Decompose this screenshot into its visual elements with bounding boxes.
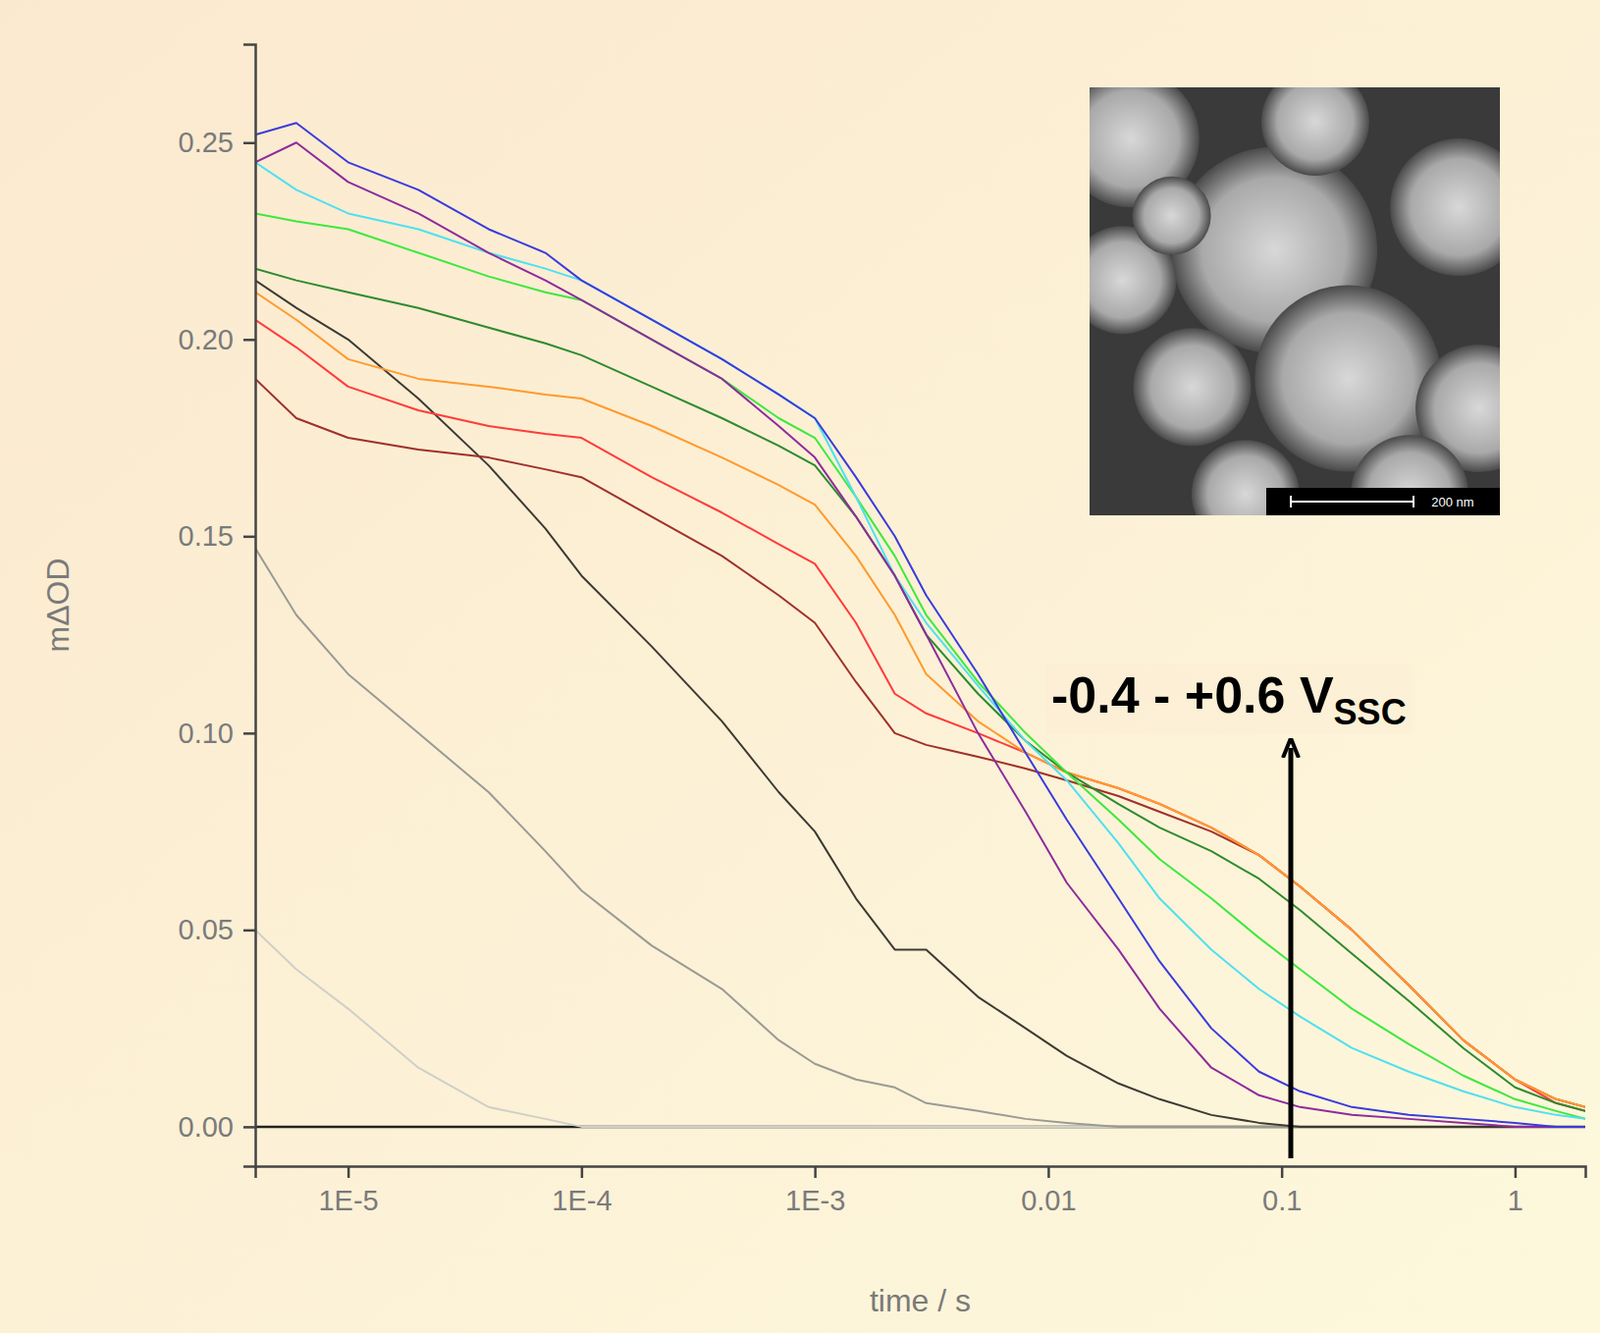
x-tick: 0.01 [1020,1166,1076,1217]
y-tick-label: 0.05 [178,913,234,946]
sem-inset: 200 nm [1062,67,1544,553]
y-tick-label: 0.15 [178,520,234,552]
series-line [255,161,1586,1120]
y-tick-mark [243,338,256,342]
inset-texture [1132,176,1212,256]
scale-bar-end [1289,495,1292,508]
annotation-ground [1045,664,1413,735]
scale-bar-end [1412,495,1415,508]
x-tick-label: 1 [1507,1184,1524,1217]
y-tick-label: 0.00 [178,1111,234,1143]
x-axis: 1E-5 1E-4 1E-3 0.01 0.1 1 [256,1166,1587,1217]
x-tick-label: 1E-3 [785,1184,846,1217]
x-tick-label: 1E-4 [551,1184,612,1217]
series-line [255,268,1586,1112]
y-axis-title: mΔOD [40,557,76,652]
x-tick: 0.1 [1262,1166,1302,1217]
x-tick-mark [347,1166,351,1178]
background [0,0,1600,1333]
x-axis-line [256,1167,1587,1179]
series-line [255,378,1586,1108]
annotation: -0.4 - +0.6 VSSC [1051,666,1407,733]
inset-texture [1261,87,1370,176]
y-tick-label: 0.20 [178,323,234,356]
x-tick-mark [813,1166,817,1178]
inset-texture [1133,327,1252,446]
y-tick-mark [243,535,256,539]
series-line [255,213,1586,1119]
x-tick: 1E-5 [318,1166,378,1217]
y-tick-label: 0.25 [178,126,234,159]
y-tick-mark [243,732,256,736]
scale-bar-ground [1266,487,1500,516]
y-axis-line [243,45,257,1168]
series-line [255,929,1586,1127]
y-tick-mark [243,929,256,933]
x-tick: 1E-4 [551,1166,612,1217]
x-tick-mark [581,1166,585,1178]
series-line [255,547,1586,1127]
x-tick-mark [1280,1166,1284,1178]
y-tick-label: 0.10 [178,717,234,749]
chart: 1E-5 1E-4 1E-3 0.01 0.1 1 0.00 0.05 0.10 0.15 0.20… [0,0,1600,1333]
y-axis: 0.00 0.05 0.10 0.15 0.20 0.25 [178,45,257,1168]
y-tick: 0.05 [178,913,256,946]
annotation-text: -0.4 - +0.6 V [1051,666,1334,724]
annotation-arrow [1288,747,1294,1159]
y-tick: 0.00 [178,1111,256,1143]
x-tick: 1E-3 [785,1166,846,1217]
x-tick-label: 0.1 [1262,1184,1302,1217]
x-tick: 1 [1507,1166,1524,1217]
inset-texture [1389,138,1500,276]
y-tick: 0.25 [178,126,256,159]
scale-bar-label: 200 nm [1431,494,1474,510]
x-tick-mark [1514,1166,1518,1178]
x-tick-label: 0.01 [1020,1184,1076,1217]
y-tick: 0.10 [178,717,256,749]
x-tick-mark [1047,1166,1051,1178]
series-line [255,280,1586,1127]
y-tick: 0.20 [178,323,256,356]
x-axis-title: time / s [869,1282,971,1319]
y-tick: 0.15 [178,520,256,552]
y-tick-mark [243,142,256,146]
y-tick-mark [243,1125,256,1129]
annotation-subscript: SSC [1333,692,1407,733]
scale-bar [1290,500,1414,503]
x-tick-label: 1E-5 [318,1184,378,1217]
